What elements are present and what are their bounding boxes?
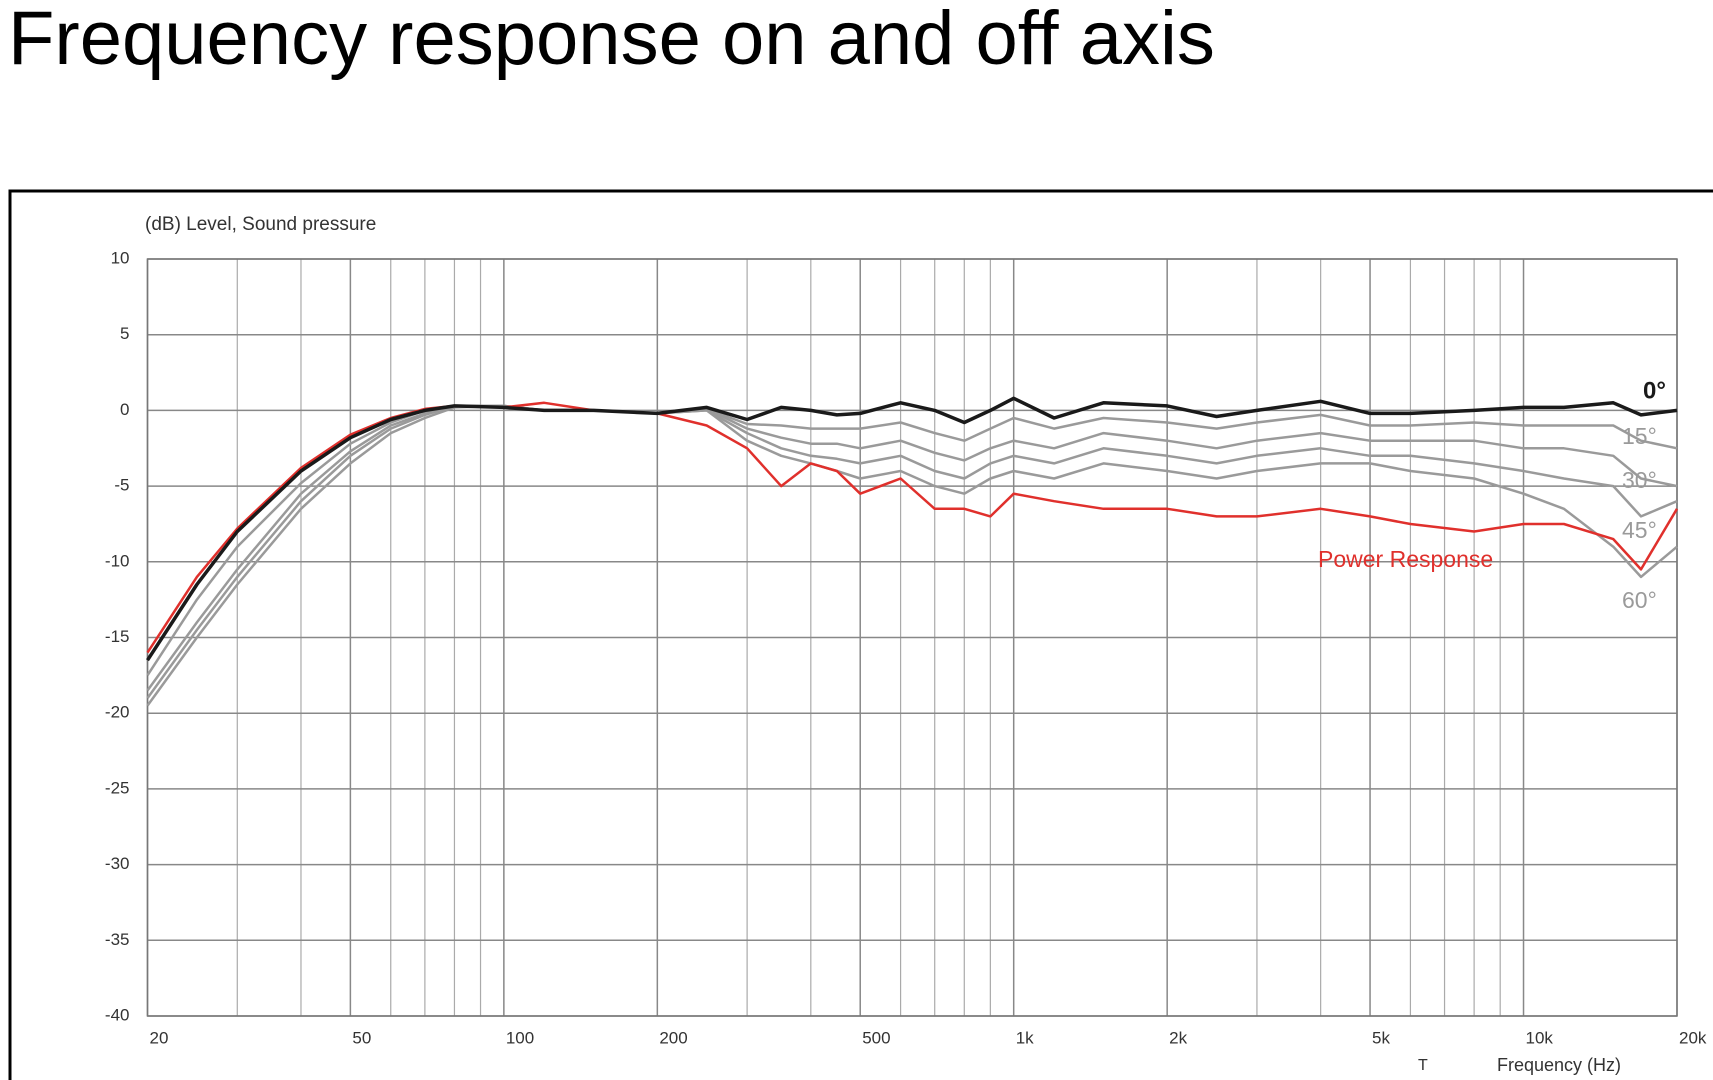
x-tick-label: 200 xyxy=(659,1028,687,1047)
y-tick-label: -20 xyxy=(105,703,130,722)
x-tick-label: 100 xyxy=(506,1028,534,1047)
x-tick-label: 20 xyxy=(150,1028,169,1047)
series-line xyxy=(146,396,1678,662)
series-line xyxy=(146,404,1678,699)
y-tick-label: -40 xyxy=(105,1005,130,1024)
series-label: 15° xyxy=(1622,423,1657,449)
y-tick-label: 5 xyxy=(120,324,129,343)
chart-frame xyxy=(8,189,1713,1080)
x-tick-label: 500 xyxy=(862,1028,890,1047)
x-tick-label: 10k xyxy=(1526,1028,1554,1047)
x-tick-label: 50 xyxy=(352,1028,371,1047)
annotation: T xyxy=(1418,1057,1428,1074)
chart-title: Frequency response on and off axis xyxy=(8,0,1215,81)
y-tick-label: -25 xyxy=(105,778,130,797)
plot-frame xyxy=(146,258,1678,1017)
x-tick-label: 2k xyxy=(1169,1028,1187,1047)
y-tick-label: -5 xyxy=(114,476,129,495)
y-tick-label: -30 xyxy=(105,854,130,873)
y-tick-label: 0 xyxy=(120,400,129,419)
series-line xyxy=(146,404,1678,707)
series-label: 30° xyxy=(1622,467,1657,493)
series-label: 45° xyxy=(1622,517,1657,543)
y-tick-label: -10 xyxy=(105,551,130,570)
x-tick-label: 5k xyxy=(1372,1028,1390,1047)
x-tick-label: 20k xyxy=(1679,1028,1707,1047)
y-tick-label: -15 xyxy=(105,627,130,646)
y-tick-label: -35 xyxy=(105,930,130,949)
y-axis-label: (dB) Level, Sound pressure xyxy=(145,214,376,235)
x-tick-label: 1k xyxy=(1016,1028,1034,1047)
x-axis-label: Frequency (Hz) xyxy=(1497,1055,1621,1075)
series-line xyxy=(146,404,1678,692)
series-label: 0° xyxy=(1643,377,1666,404)
series-label: Power Response xyxy=(1318,546,1493,572)
y-tick-label: 10 xyxy=(111,248,130,267)
series-label: 60° xyxy=(1622,587,1657,613)
